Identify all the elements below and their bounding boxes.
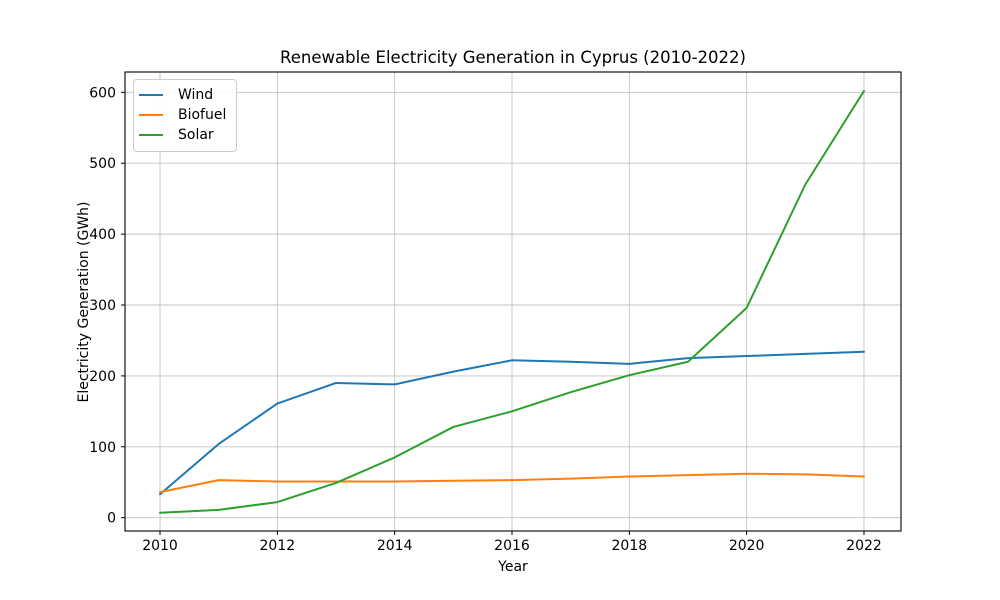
legend-item-wind: Wind (139, 85, 226, 105)
y-tick-label: 600 (89, 85, 116, 101)
y-tick-label: 500 (89, 156, 116, 172)
x-tick-label: 2022 (846, 538, 882, 554)
axes-border (124, 71, 902, 532)
x-tick-label: 2012 (260, 538, 296, 554)
solar-line-swatch (139, 133, 163, 137)
legend-label-biofuel: Biofuel (178, 107, 227, 123)
wind-line-swatch (139, 93, 163, 97)
biofuel-line-swatch (139, 113, 163, 117)
x-tick-label: 2018 (612, 538, 648, 554)
x-tick-label: 2010 (142, 538, 178, 554)
x-axis-label: Year (498, 559, 528, 575)
y-tick-label: 200 (89, 369, 116, 385)
x-tick-label: 2016 (494, 538, 530, 554)
y-tick-label: 400 (89, 227, 116, 243)
legend-item-solar: Solar (139, 125, 226, 145)
y-tick-label: 300 (89, 298, 116, 314)
legend-label-solar: Solar (178, 127, 214, 143)
wind-line (159, 350, 865, 496)
y-tick-label: 100 (89, 440, 116, 456)
solar-line (159, 89, 865, 514)
legend: Wind Biofuel Solar (133, 79, 238, 152)
y-tick-label: 0 (107, 511, 116, 527)
x-tick-label: 2020 (729, 538, 765, 554)
biofuel-line (159, 472, 865, 494)
axes-background (125, 72, 901, 531)
legend-item-biofuel: Biofuel (139, 105, 226, 125)
y-axis-label: Electricity Generation (GWh) (76, 201, 92, 403)
chart-title: Renewable Electricity Generation in Cypr… (280, 48, 746, 67)
legend-label-wind: Wind (178, 87, 214, 103)
x-tick-label: 2014 (377, 538, 413, 554)
